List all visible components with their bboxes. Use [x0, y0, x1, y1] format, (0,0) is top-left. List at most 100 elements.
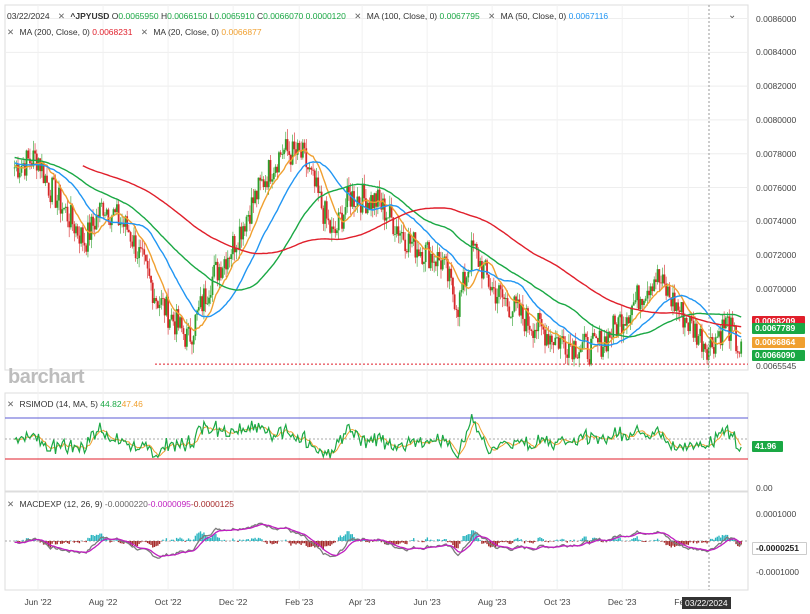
candle-body — [184, 334, 187, 347]
candle-body — [185, 328, 188, 347]
candle-body — [148, 268, 151, 276]
price-tick: 0.0080000 — [756, 114, 797, 125]
last-price-badge: 0.0066090 — [752, 350, 805, 361]
candle-body — [581, 342, 584, 349]
candle-body — [491, 287, 494, 291]
candle-body — [593, 332, 596, 337]
candle-body — [225, 259, 227, 270]
candle-body — [373, 193, 376, 209]
close-icon[interactable]: ✕ — [488, 11, 496, 21]
candle-body — [586, 337, 589, 360]
candle-body — [322, 208, 325, 224]
candle-body — [721, 319, 724, 346]
candle-body — [463, 271, 466, 287]
candle-body — [160, 298, 163, 305]
rsi-badge: 41.96 — [752, 441, 783, 452]
candle-body — [143, 249, 146, 255]
candle-body — [238, 226, 241, 250]
rsi-tick-0: 0.00 — [756, 483, 773, 493]
candle-body — [368, 202, 371, 210]
x-tick-label: Aug '22 — [88, 597, 118, 607]
candle-body — [127, 229, 130, 233]
candle-body — [192, 336, 195, 345]
candle-body — [100, 202, 103, 204]
candle-body — [58, 187, 60, 201]
candle-body — [47, 182, 50, 196]
candle-body — [602, 346, 604, 357]
open-value: 0.0065950 — [118, 11, 159, 21]
header-date: 03/22/2024 — [7, 11, 50, 21]
candle-body — [71, 205, 74, 225]
candle-body — [615, 324, 618, 336]
x-tick-label: Jun '22 — [24, 597, 52, 607]
candle-body — [365, 198, 367, 214]
candle-body — [380, 201, 383, 210]
candle-body — [511, 311, 514, 318]
candle-body — [261, 179, 263, 181]
candle-body — [394, 233, 396, 235]
ma100-value: 0.0067795 — [439, 11, 480, 21]
candle-body — [644, 298, 647, 301]
ma200-line — [82, 165, 742, 328]
candle-body — [124, 216, 127, 227]
candle-body — [397, 226, 400, 236]
close-icon[interactable]: ✕ — [140, 27, 148, 37]
candle-body — [102, 202, 105, 216]
close-icon[interactable]: ✕ — [57, 11, 66, 21]
candle-body — [307, 167, 309, 170]
candle-body — [29, 158, 31, 164]
candle-body — [136, 258, 139, 259]
candle-body — [474, 244, 477, 246]
close-icon[interactable]: ✕ — [7, 399, 15, 409]
rsi-line — [14, 414, 742, 460]
chevron-down-icon[interactable]: ⌄ — [728, 10, 737, 21]
candle-body — [68, 221, 71, 228]
candle-body — [324, 201, 326, 224]
candle-body — [133, 235, 135, 247]
candle-body — [416, 249, 419, 258]
candle-body — [566, 354, 569, 358]
price-tick: 0.0072000 — [756, 250, 797, 261]
candle-body — [356, 196, 359, 207]
candle-body — [197, 307, 200, 311]
ma20-value: 0.0066877 — [221, 27, 262, 37]
close-icon[interactable]: ✕ — [354, 11, 362, 21]
candle-body — [281, 154, 284, 155]
candle-body — [544, 329, 546, 346]
candle-body — [228, 257, 231, 259]
candle-body — [411, 241, 413, 244]
candle-body — [298, 142, 301, 151]
candle-body — [359, 203, 362, 213]
price-tick: 0.0084000 — [756, 47, 797, 58]
candle-body — [595, 336, 598, 339]
candle-body — [467, 271, 470, 278]
close-icon[interactable]: ✕ — [7, 499, 15, 509]
candle-body — [400, 232, 403, 234]
candle-body — [486, 260, 488, 275]
candle-body — [116, 204, 118, 212]
candle-body — [347, 186, 350, 193]
low-label: L — [209, 11, 215, 21]
candle-body — [424, 244, 427, 263]
candle-body — [525, 308, 528, 332]
close-icon[interactable]: ✕ — [7, 27, 15, 37]
candle-body — [632, 302, 635, 306]
candle-body — [153, 298, 156, 303]
candle-body — [313, 170, 316, 187]
candle-body — [554, 337, 557, 346]
candle-body — [675, 302, 678, 312]
candle-body — [579, 348, 582, 353]
candle-body — [429, 253, 432, 269]
candle-body — [191, 341, 193, 345]
candle-body — [583, 333, 586, 343]
candle-body — [34, 150, 36, 154]
candle-body — [508, 306, 511, 318]
candle-body — [151, 282, 154, 303]
candle-body — [93, 225, 96, 230]
candle-body — [598, 330, 601, 343]
candle-body — [351, 191, 354, 207]
candle-body — [230, 254, 233, 259]
candle-body — [112, 209, 115, 216]
candle-body — [75, 226, 77, 234]
